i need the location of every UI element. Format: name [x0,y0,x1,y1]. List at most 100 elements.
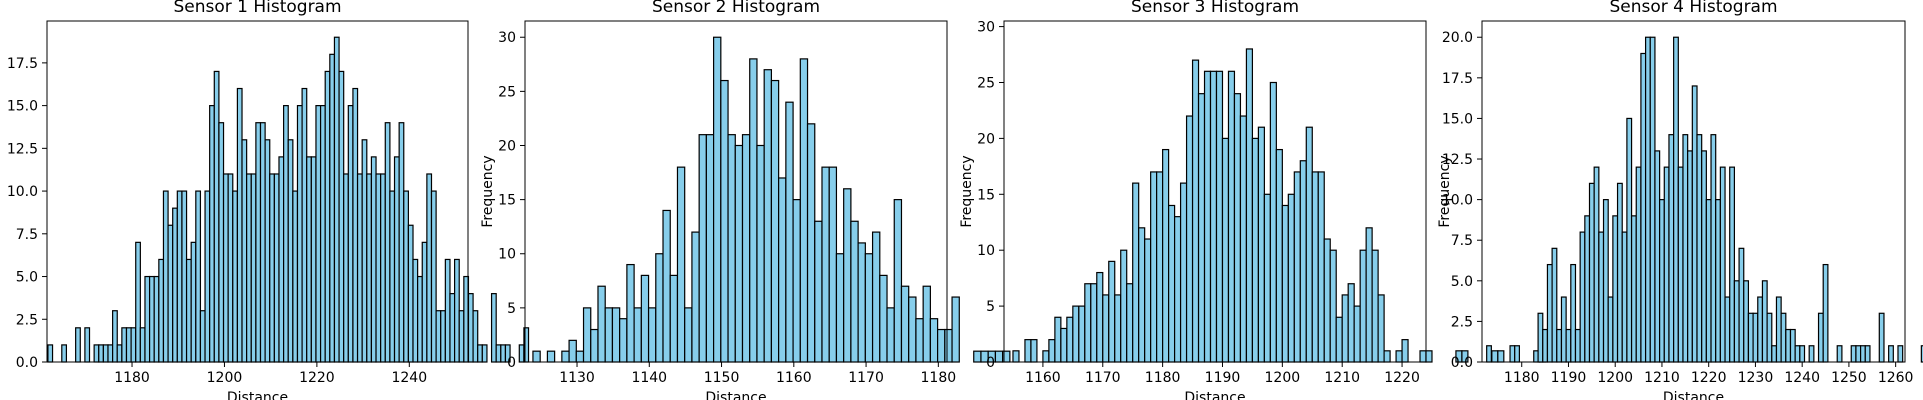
histogram-bar [518,344,525,363]
x-axis-label: Distance [1184,390,1245,400]
histogram-bar [1138,227,1146,363]
histogram-bar [190,241,197,363]
histogram-bar [1497,350,1505,363]
histogram-bar [720,79,729,363]
histogram-bar [472,310,479,363]
histogram-bar [929,318,939,363]
histogram-bar [756,144,765,363]
x-tick-label: 1220 [1691,370,1727,386]
histogram-bar [1084,283,1092,363]
histogram-bar [477,344,483,363]
histogram-bar [691,231,700,363]
histogram-bar [1090,283,1098,363]
histogram-bar [1347,283,1355,363]
histogram-bar [417,275,423,363]
histogram-bar [504,344,511,363]
histogram-bar [449,293,456,363]
histogram-bar [102,344,109,363]
y-tick-label: 17.5 [1442,71,1473,87]
histogram-bar [1359,249,1367,363]
histogram-bar [356,173,363,363]
histogram-bar [749,58,758,363]
y-tick-label: 25 [498,84,516,100]
chart-panel-1: 1180 1200 1220 1240 0.0 2.5 5.0 7.5 10.0 12.5 15.0… [7,0,530,400]
chart-panel-3: 1160 1170 1180 1190 1200 1210 1220 0 5 10 15 20 25 30… [959,0,1547,400]
histogram-bar [310,156,317,363]
histogram-bar [1752,312,1759,363]
histogram-bar [398,122,405,363]
histogram-bar [366,173,373,363]
histogram-bar [1691,85,1698,363]
y-tick-label: 5.0 [1451,274,1473,290]
histogram-bar [195,190,202,363]
histogram-bar [1654,150,1661,363]
histogram-bar [426,173,433,363]
histogram-bar [1602,199,1609,363]
histogram-bar [1696,134,1703,363]
histogram-bar [619,318,628,363]
histogram-bar [389,190,396,363]
histogram-bar [684,307,693,363]
histogram-bar [1780,312,1787,363]
y-tick-label: 5.0 [16,270,38,286]
histogram-bar [1864,345,1871,363]
histogram-bar [1245,48,1254,363]
histogram-bar [61,344,68,363]
histogram-bar [821,166,830,363]
histogram-bar [1012,350,1020,363]
histogram-bar [1630,215,1637,363]
histogram-bar [1096,271,1104,363]
y-tick-label: 0.0 [1451,355,1473,371]
histogram-bar [333,36,340,363]
y-tick-label: 30 [498,30,516,46]
y-tick-label: 10.0 [1442,193,1473,209]
histogram-bar [676,166,686,363]
histogram-bar [1233,93,1242,363]
histogram-bar [1701,150,1707,363]
histogram-bar [1329,249,1337,363]
y-tick-label: 15.0 [1442,111,1473,127]
x-axis-label: Distance [227,390,288,400]
x-tick-label: 1160 [776,370,812,386]
x-tick-label: 1200 [1265,370,1301,386]
histogram-bar [633,307,642,363]
histogram-bar [343,173,349,363]
histogram-bar [162,190,169,363]
histogram-bar [1066,316,1074,363]
histogram-bar [900,285,910,363]
histogram-bar [1227,70,1236,363]
x-tick-label: 1180 [1504,370,1540,386]
histogram-bar [597,285,606,363]
histogram-bar [1649,36,1656,363]
histogram-bar [93,344,100,363]
histogram-bar [306,156,312,363]
histogram-bar [1621,231,1628,363]
x-tick-label: 1240 [1784,370,1820,386]
histogram-bar [806,123,816,363]
histogram-bar [384,122,391,363]
histogram-bar [1335,316,1343,363]
histogram-bar [393,156,400,363]
y-axis-label: Frequency [480,155,496,227]
y-tick-label: 5 [986,299,995,315]
histogram-bar [705,134,715,363]
histogram-bar [1775,296,1782,363]
histogram-bar [1607,296,1614,363]
histogram-bar [1269,81,1277,363]
histogram-bar [814,220,823,363]
x-tick-label: 1150 [704,370,740,386]
histogram-bar [1024,339,1032,363]
y-tick-label: 5 [507,301,516,317]
histogram-bar [490,293,497,363]
histogram-bar [1197,93,1206,363]
histogram-bar [1743,280,1750,363]
histogram-bar [1747,312,1754,363]
histogram-bar [1179,182,1188,363]
histogram-bar [1287,193,1295,363]
plot-frame [1003,20,1427,363]
histogram-bar [1263,193,1271,363]
histogram-bar [361,139,368,363]
histogram-bar [112,310,118,363]
histogram-bar [785,101,794,363]
histogram-bar [1836,345,1843,363]
